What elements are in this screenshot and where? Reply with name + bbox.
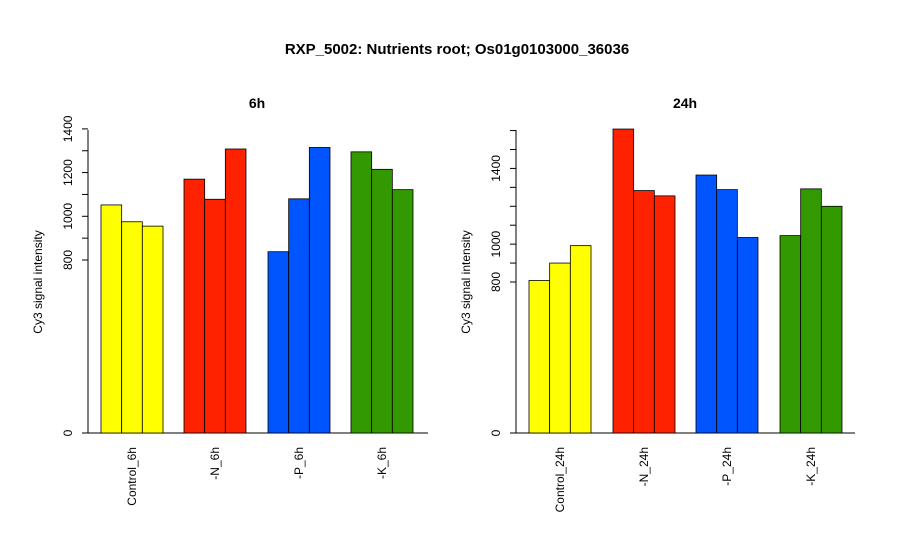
category-label: Control_6h xyxy=(125,447,139,506)
figure-title: RXP_5002: Nutrients root; Os01g0103000_3… xyxy=(285,41,629,58)
bar xyxy=(308,147,331,434)
y-tick-label: 1400 xyxy=(489,155,503,182)
category-label: Control_24h xyxy=(553,447,567,512)
bar xyxy=(371,168,393,434)
y-tick-label: 1200 xyxy=(61,159,75,186)
bar xyxy=(549,262,571,434)
category-labels-24h: Control_24h -N_24h -P_24h -K_24h xyxy=(553,447,818,512)
category-label: -K_24h xyxy=(804,447,818,486)
y-tick-label: 1000 xyxy=(489,230,503,257)
category-labels-6h: Control_6h -N_6h -P_6h -K_6h xyxy=(125,447,389,506)
bar xyxy=(653,195,676,434)
category-label: -P_6h xyxy=(292,447,306,479)
y-tick-label: 0 xyxy=(489,429,503,436)
panel-title-24h: 24h xyxy=(673,95,697,111)
bar xyxy=(224,148,247,434)
bar xyxy=(204,198,226,434)
panel-title-6h: 6h xyxy=(249,95,265,111)
bar xyxy=(391,189,414,434)
bar xyxy=(800,188,822,434)
bar xyxy=(141,225,164,434)
bar xyxy=(288,198,310,434)
bar xyxy=(633,190,655,434)
bar xyxy=(820,205,843,434)
y-tick-label: 1400 xyxy=(61,115,75,142)
bar xyxy=(716,189,738,434)
y-tick-label: 0 xyxy=(61,429,75,436)
category-label: -P_24h xyxy=(720,447,734,486)
bar xyxy=(121,221,143,434)
category-label: -N_24h xyxy=(637,447,651,486)
bar xyxy=(100,204,123,434)
y-tick-label: 800 xyxy=(61,250,75,270)
panel-6h: 6h Cy3 signal intensity 0 800 1000 1200 1400… xyxy=(31,95,428,506)
bar xyxy=(350,151,373,434)
bars-24h xyxy=(528,128,843,434)
bar xyxy=(695,174,718,434)
y-axis-label-6h: Cy3 signal intensity xyxy=(31,230,45,333)
y-axis-label-24h: Cy3 signal intensity xyxy=(459,230,473,333)
category-label: -N_6h xyxy=(208,447,222,480)
bar xyxy=(612,128,635,434)
bars-6h xyxy=(100,147,414,434)
y-tick-label: 1000 xyxy=(61,203,75,230)
category-label: -K_6h xyxy=(375,447,389,479)
bar xyxy=(569,245,592,434)
bar xyxy=(183,178,206,434)
bar xyxy=(779,235,802,434)
panel-24h: 24h Cy3 signal intensity 0 800 1000 1400 Co… xyxy=(459,95,855,512)
y-tick-label: 800 xyxy=(489,272,503,292)
bar xyxy=(528,280,551,434)
bar xyxy=(267,251,290,434)
bar xyxy=(736,237,759,434)
